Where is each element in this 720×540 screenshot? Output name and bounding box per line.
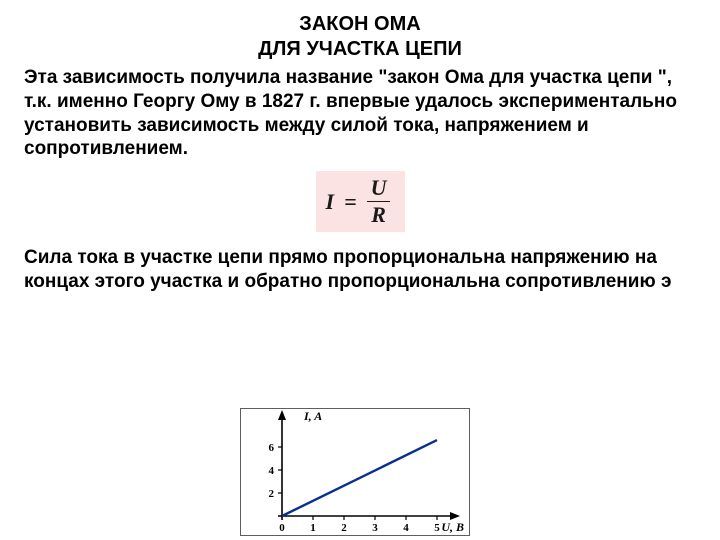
formula-block: I = U R [24,171,696,232]
formula-numerator: U [367,177,391,201]
svg-text:3: 3 [372,522,378,534]
formula-lhs: I [326,189,335,215]
svg-text:6: 6 [269,442,275,454]
svg-text:I, A: I, A [303,409,322,423]
svg-text:0: 0 [279,522,285,534]
definition-paragraph: Сила тока в участке цепи прямо пропорцио… [24,246,696,294]
intro-paragraph: Эта зависимость получила название "закон… [24,66,696,161]
formula-background: I = U R [316,171,405,232]
chart-svg: 0 1 2 3 4 5 2 4 6 U, B I, A [240,408,470,536]
svg-text:4: 4 [269,465,275,477]
formula-fraction: U R [367,177,391,226]
svg-text:2: 2 [269,488,275,500]
title: ЗАКОН ОМА ДЛЯ УЧАСТКА ЦЕПИ [24,12,696,62]
svg-text:5: 5 [434,522,440,534]
formula-equals: = [344,189,357,215]
title-line1: ЗАКОН ОМА [299,13,420,35]
svg-text:2: 2 [341,522,347,534]
title-line2: ДЛЯ УЧАСТКА ЦЕПИ [258,38,462,60]
svg-text:U, B: U, B [441,520,464,534]
svg-text:4: 4 [403,522,409,534]
formula-denominator: R [367,201,390,226]
iv-chart: 0 1 2 3 4 5 2 4 6 U, B I, A [240,408,470,536]
svg-text:1: 1 [310,522,316,534]
